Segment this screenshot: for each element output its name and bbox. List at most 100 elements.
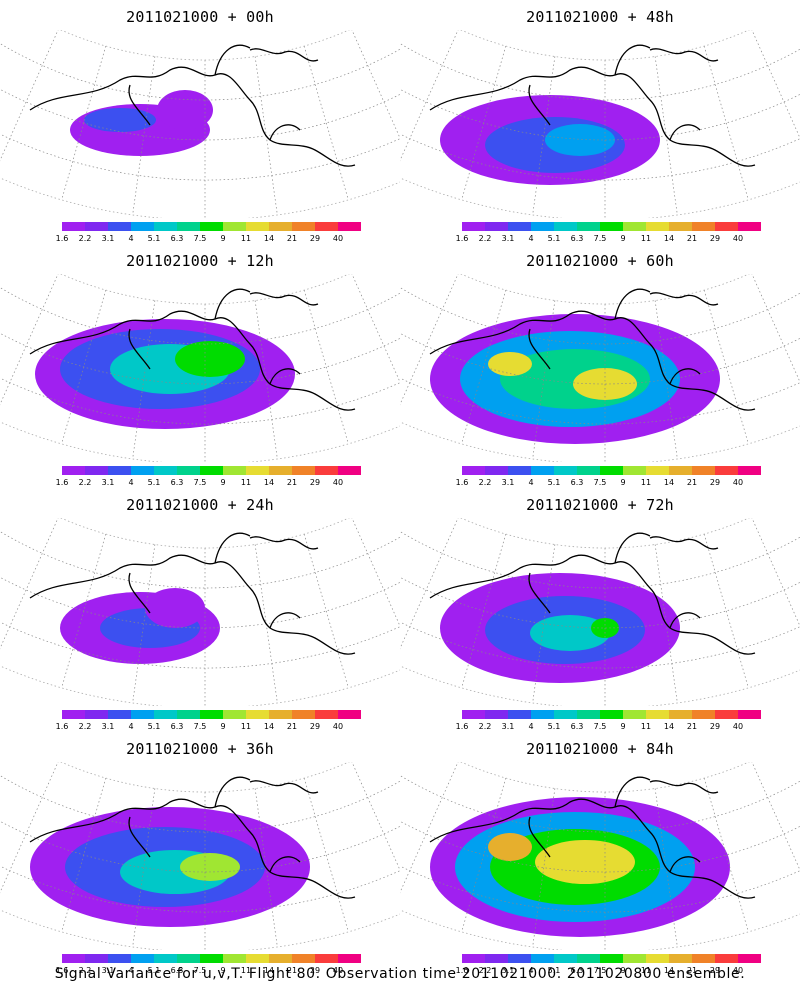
panel-title: 2011021000 + 12h bbox=[126, 252, 274, 270]
colorbar-segment bbox=[646, 466, 669, 475]
colorbar-tick-label: 1.6 bbox=[55, 234, 69, 243]
colorbar-tick-label: 14 bbox=[263, 234, 275, 243]
colorbar-segment bbox=[85, 710, 108, 719]
polar-map bbox=[400, 274, 800, 462]
colorbar-tick-label: 3.1 bbox=[101, 966, 115, 975]
coastline bbox=[429, 776, 756, 899]
colorbar-segment bbox=[269, 954, 292, 963]
figure-caption: Signal Variance for u,v,T. Flight 80. Ob… bbox=[54, 966, 746, 982]
colorbar-segment bbox=[508, 954, 531, 963]
colorbar-segment bbox=[315, 466, 338, 475]
colorbar-segment bbox=[554, 466, 577, 475]
polar-map bbox=[0, 518, 400, 706]
colorbar-segment bbox=[108, 954, 131, 963]
colorbar-segment bbox=[577, 466, 600, 475]
colorbar-segment bbox=[577, 954, 600, 963]
map-panel: 2011021000 + 72h 1.6 2.2 3.1 4 5.1 6.3 7.5 9 11 14… bbox=[400, 488, 800, 732]
colorbar-tick-label: 9 bbox=[220, 722, 226, 731]
colorbar-tick-label: 2.2 bbox=[478, 234, 492, 243]
colorbar-segment bbox=[131, 710, 154, 719]
colorbar-tick-label: 3.1 bbox=[101, 478, 115, 487]
colorbar-segment bbox=[485, 954, 508, 963]
colorbar-tick-label: 29 bbox=[709, 722, 721, 731]
colorbar-tick-label: 5.1 bbox=[147, 234, 161, 243]
colorbar-tick-label: 4 bbox=[128, 234, 134, 243]
colorbar-tick-label: 29 bbox=[309, 234, 321, 243]
colorbar-tick-label: 11 bbox=[240, 478, 252, 487]
colorbar-segment bbox=[108, 466, 131, 475]
colorbar-tick-label: 1.6 bbox=[55, 966, 69, 975]
colorbar-tick-label: 2.2 bbox=[78, 966, 92, 975]
colorbar-segment bbox=[508, 466, 531, 475]
colorbar-segment bbox=[646, 222, 669, 231]
colorbar-segment bbox=[223, 222, 246, 231]
colorbar-tick-label: 29 bbox=[709, 966, 721, 975]
colorbar-segment bbox=[85, 222, 108, 231]
colorbar-segment bbox=[269, 466, 292, 475]
colorbar-tick-label: 21 bbox=[686, 722, 698, 731]
variance-field bbox=[440, 95, 660, 185]
colorbar-tick-label: 7.5 bbox=[593, 722, 607, 731]
colorbar-tick-label: 6.3 bbox=[570, 478, 584, 487]
panel-title: 2011021000 + 84h bbox=[526, 740, 674, 758]
colorbar-segment bbox=[315, 222, 338, 231]
colorbar-tick-label: 3.1 bbox=[501, 966, 515, 975]
colorbar-tick-label: 14 bbox=[263, 722, 275, 731]
colorbar-segment bbox=[462, 954, 485, 963]
colorbar-tick-label: 9 bbox=[620, 478, 626, 487]
colorbar-segment bbox=[200, 954, 223, 963]
colorbar-segment bbox=[577, 222, 600, 231]
colorbar-segment bbox=[154, 954, 177, 963]
colorbar-segment bbox=[154, 222, 177, 231]
colorbar-segment bbox=[85, 466, 108, 475]
colorbar-tick-label: 9 bbox=[620, 722, 626, 731]
colorbar-segment bbox=[108, 710, 131, 719]
coastline bbox=[29, 532, 356, 655]
variance-field bbox=[35, 319, 295, 429]
colorbar-tick-label: 21 bbox=[286, 966, 298, 975]
colorbar-segment bbox=[177, 222, 200, 231]
colorbar-segment bbox=[246, 954, 269, 963]
colorbar-tick-label: 40 bbox=[332, 722, 344, 731]
polar-map bbox=[400, 30, 800, 218]
coastline bbox=[29, 44, 356, 167]
colorbar-segment bbox=[85, 954, 108, 963]
colorbar-segment bbox=[131, 466, 154, 475]
colorbar-tick-label: 2.2 bbox=[78, 722, 92, 731]
colorbar-segment bbox=[131, 954, 154, 963]
polar-map bbox=[400, 762, 800, 950]
colorbar-segment bbox=[338, 466, 361, 475]
colorbar-segment bbox=[738, 954, 761, 963]
colorbar-segment bbox=[200, 222, 223, 231]
map-panel: 2011021000 + 36h 1.6 2.2 3.1 4 5.1 6.3 7.5 9 11 14… bbox=[0, 732, 400, 976]
polar-map bbox=[0, 30, 400, 218]
panel-title: 2011021000 + 60h bbox=[526, 252, 674, 270]
colorbar-tick-label: 7.5 bbox=[593, 966, 607, 975]
colorbar-segment bbox=[246, 710, 269, 719]
colorbar-segment bbox=[600, 466, 623, 475]
coastline bbox=[429, 44, 756, 167]
colorbar-tick-label: 3.1 bbox=[501, 234, 515, 243]
variance-contour bbox=[535, 840, 635, 884]
colorbar-tick-label: 21 bbox=[286, 722, 298, 731]
colorbar-segment bbox=[715, 222, 738, 231]
colorbar-tick-label: 29 bbox=[309, 478, 321, 487]
colorbar-segment bbox=[623, 222, 646, 231]
colorbar-tick-label: 1.6 bbox=[455, 478, 469, 487]
colorbar-tick-label: 7.5 bbox=[193, 234, 207, 243]
colorbar-segment bbox=[531, 954, 554, 963]
coastline bbox=[29, 776, 356, 899]
colorbar-tick-label: 11 bbox=[640, 234, 652, 243]
colorbar-segment bbox=[315, 710, 338, 719]
colorbar-segment bbox=[646, 710, 669, 719]
colorbar-segment bbox=[485, 466, 508, 475]
colorbar-segment bbox=[154, 710, 177, 719]
coastline bbox=[29, 288, 356, 411]
graticule bbox=[0, 518, 400, 706]
variance-contour bbox=[180, 853, 240, 881]
colorbar-tick-label: 40 bbox=[332, 234, 344, 243]
colorbar-tick-label: 4 bbox=[528, 966, 534, 975]
colorbar-segment bbox=[600, 222, 623, 231]
colorbar-segment bbox=[669, 466, 692, 475]
colorbar-segment bbox=[108, 222, 131, 231]
